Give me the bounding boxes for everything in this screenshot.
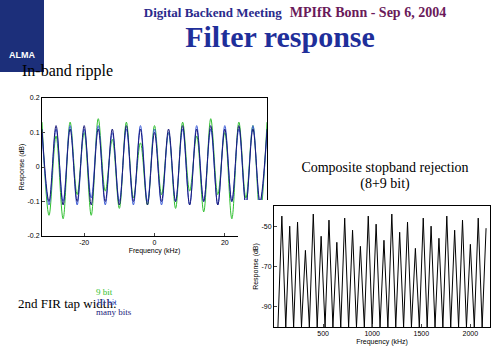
svg-text:Frequency (kHz): Frequency (kHz) bbox=[129, 247, 181, 255]
html-text:MPIfR Bonn - Sep 6, 2004: MPIfR Bonn - Sep 6, 2004 bbox=[289, 5, 447, 20]
svg-text:-90: -90 bbox=[261, 303, 271, 310]
html-text:10 bit: 10 bit bbox=[96, 297, 117, 307]
svg-text:0.1: 0.1 bbox=[30, 129, 40, 136]
svg-text:1500: 1500 bbox=[413, 330, 429, 337]
html-text:Digital Backend Meeting: Digital Backend Meeting bbox=[143, 5, 282, 20]
svg-text:Response (dB): Response (dB) bbox=[18, 144, 26, 191]
svg-text:0: 0 bbox=[153, 239, 157, 246]
svg-text:Response (dB): Response (dB) bbox=[252, 243, 260, 290]
html-text:Filter response: Filter response bbox=[185, 20, 375, 53]
html-text:9 bit: 9 bit bbox=[96, 287, 113, 297]
svg-text:1000: 1000 bbox=[364, 330, 380, 337]
html-text:ALMA: ALMA bbox=[9, 50, 35, 60]
svg-text:2000: 2000 bbox=[463, 330, 479, 337]
svg-text:-70: -70 bbox=[261, 263, 271, 270]
svg-text:-0.1: -0.1 bbox=[28, 198, 40, 205]
html-text:In-band ripple: In-band ripple bbox=[22, 62, 114, 79]
svg-text:0: 0 bbox=[36, 163, 40, 170]
svg-text:20: 20 bbox=[221, 239, 229, 246]
html-text:2nd FIR tap width:: 2nd FIR tap width: bbox=[18, 296, 117, 311]
svg-text:0.2: 0.2 bbox=[30, 94, 40, 101]
svg-text:500: 500 bbox=[317, 330, 329, 337]
html-text:Composite stopband rejection (: Composite stopband rejection (8+9 bit) bbox=[301, 160, 469, 191]
html-text:many bits: many bits bbox=[96, 307, 132, 317]
svg-text:-0.2: -0.2 bbox=[28, 232, 40, 239]
svg-text:-50: -50 bbox=[261, 223, 271, 230]
svg-text:-20: -20 bbox=[79, 239, 89, 246]
svg-text:Frequency (kHz): Frequency (kHz) bbox=[356, 338, 408, 346]
